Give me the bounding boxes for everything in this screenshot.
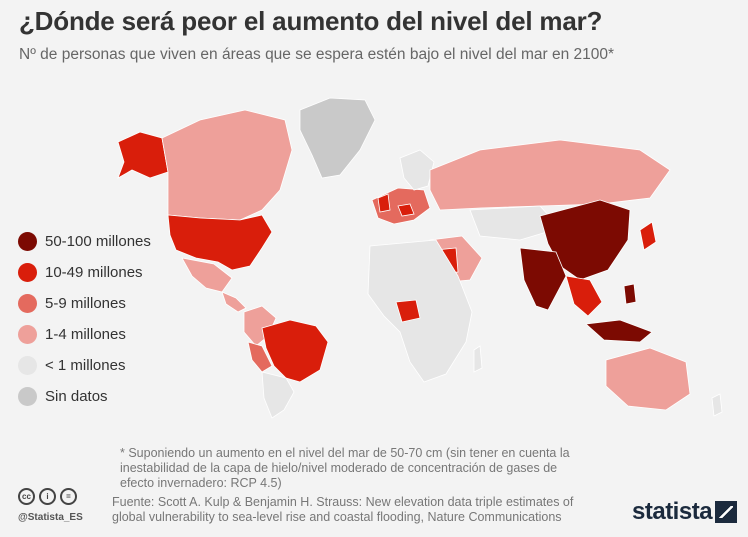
social-handle: @Statista_ES	[18, 512, 83, 523]
region-japan	[639, 221, 657, 251]
world-map	[117, 97, 723, 419]
creative-commons-icon: cc	[18, 488, 35, 505]
license-icons: cc i =	[18, 488, 77, 505]
chart-subtitle: Nº de personas que viven en áreas que se…	[19, 46, 615, 63]
legend-label: 5-9 millones	[45, 295, 126, 312]
statista-logo: statista	[632, 498, 738, 526]
no-derivatives-icon: =	[60, 488, 77, 505]
legend-label: 10-49 millones	[45, 264, 143, 281]
region-indonesia	[585, 319, 653, 343]
legend-swatch	[18, 387, 37, 406]
region-new-zealand	[711, 393, 723, 417]
region-brazil	[261, 319, 329, 383]
legend-label: Sin datos	[45, 388, 108, 405]
legend-item: Sin datos	[18, 381, 151, 412]
legend-item: < 1 millones	[18, 350, 151, 381]
legend-swatch	[18, 294, 37, 313]
legend-item: 10-49 millones	[18, 257, 151, 288]
region-india	[519, 247, 567, 311]
region-scandinavia	[399, 149, 435, 191]
region-se-asia	[565, 275, 603, 317]
region-australia	[605, 347, 691, 411]
legend-swatch	[18, 325, 37, 344]
region-africa	[367, 239, 473, 383]
region-canada	[161, 109, 293, 221]
region-philippines	[623, 283, 637, 305]
region-russia	[429, 139, 671, 211]
region-nigeria	[395, 299, 421, 323]
source-note: Fuente: Scott A. Kulp & Benjamin H. Stra…	[112, 495, 574, 524]
statista-mark-icon	[715, 501, 738, 523]
legend: 50-100 millones 10-49 millones 5-9 millo…	[18, 226, 151, 412]
region-peru	[247, 341, 273, 373]
legend-swatch	[18, 232, 37, 251]
region-south-america-s	[261, 371, 295, 419]
legend-swatch	[18, 263, 37, 282]
attribution-icon: i	[39, 488, 56, 505]
brand-name: statista	[632, 498, 713, 525]
region-central-asia	[469, 205, 561, 241]
region-usa	[167, 214, 273, 271]
region-madagascar	[473, 345, 483, 373]
region-greenland	[299, 97, 376, 179]
legend-item: 5-9 millones	[18, 288, 151, 319]
region-netherlands	[397, 203, 415, 217]
legend-item: 50-100 millones	[18, 226, 151, 257]
chart-title: ¿Dónde será peor el aumento del nivel de…	[19, 6, 603, 36]
legend-swatch	[18, 356, 37, 375]
legend-item: 1-4 millones	[18, 319, 151, 350]
legend-label: 50-100 millones	[45, 233, 151, 250]
footnote: * Suponiendo un aumento en el nivel del …	[120, 446, 570, 490]
region-central-america	[221, 291, 247, 313]
region-uk	[377, 193, 391, 213]
legend-label: < 1 millones	[45, 357, 126, 374]
region-alaska	[117, 131, 169, 179]
legend-label: 1-4 millones	[45, 326, 126, 343]
